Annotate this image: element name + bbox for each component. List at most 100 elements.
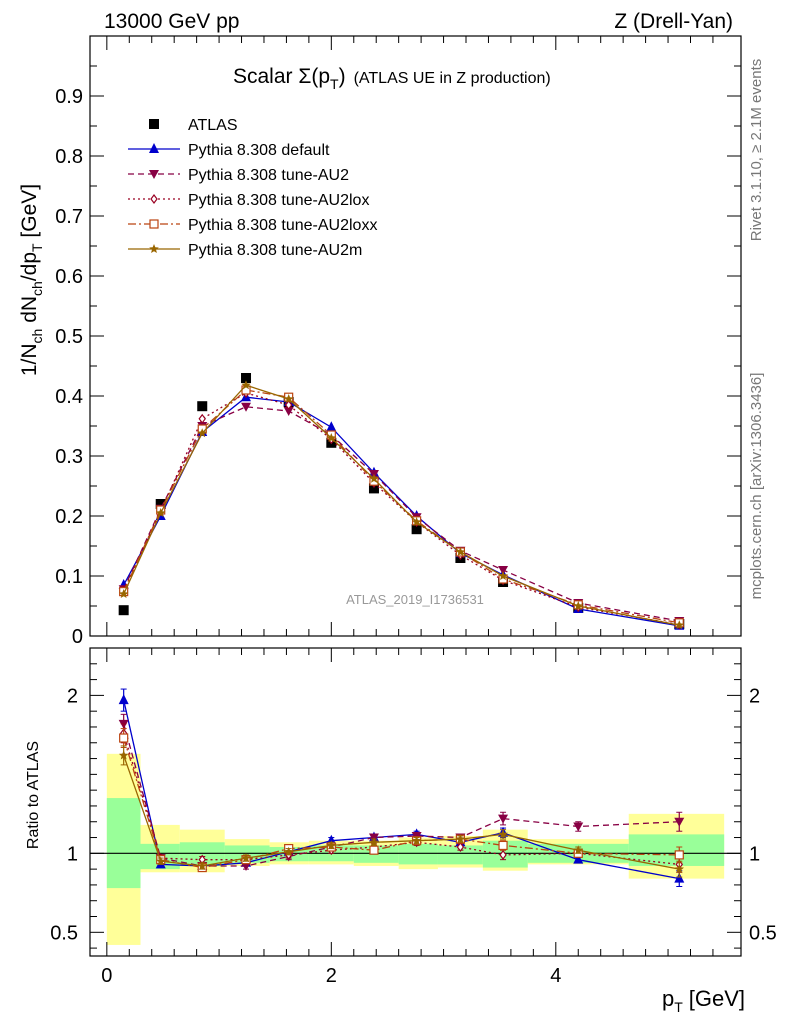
main-data-point <box>156 508 166 517</box>
legend-marker <box>149 143 159 153</box>
ratio-plot-frame <box>89 647 742 957</box>
main-y-tick-label: 0.1 <box>55 566 83 588</box>
main-data-point <box>155 499 166 509</box>
main-data-point <box>498 566 509 575</box>
legend-marker <box>149 244 159 253</box>
ratio-data-point <box>498 829 508 839</box>
legend-entry-2: Pythia 8.308 tune-AU2 <box>128 167 349 184</box>
ratio-data-point <box>573 853 584 864</box>
ratio-series-line <box>123 755 680 870</box>
main-y-tick-label: 0.6 <box>55 266 83 288</box>
main-series-line <box>123 384 680 626</box>
ratio-data-point <box>674 817 685 827</box>
legend-entry-0: ATLAS <box>149 117 238 134</box>
ratio-series-line <box>123 733 680 866</box>
ratio-data-point <box>573 845 583 855</box>
main-data-point <box>326 433 337 442</box>
ratio-band-inner <box>106 798 141 889</box>
main-data-point <box>368 483 379 494</box>
ratio-data-point <box>119 733 129 743</box>
ratio-y-tick-label-right: 2 <box>749 685 760 707</box>
mcplots-label: mcplots.cern.ch [arXiv:1306.3436] <box>748 373 765 600</box>
main-data-point <box>284 400 293 410</box>
legend-entry-1: Pythia 8.308 default <box>128 142 330 159</box>
ratio-data-point <box>156 856 166 866</box>
main-series-line <box>123 392 680 626</box>
x-axis-label: pT [GeV] <box>662 986 745 1015</box>
main-y-tick-label: 0.9 <box>55 86 83 108</box>
main-data-point <box>198 413 206 424</box>
legend-marker <box>149 170 159 179</box>
main-y-tick-label: 0.4 <box>55 386 83 408</box>
ratio-band-inner <box>398 843 438 865</box>
ratio-data-point <box>456 842 465 853</box>
ratio-data-point <box>283 846 294 856</box>
ratio-band-inner <box>437 845 483 865</box>
legend-entry-5: Pythia 8.308 tune-AU2m <box>128 242 362 259</box>
ratio-data-point <box>674 850 684 860</box>
ratio-data-point <box>498 814 509 824</box>
ratio-data-point <box>499 849 507 860</box>
main-y-axis-label: 1/Nch dNch/dpT [GeV] <box>18 184 45 376</box>
legend-label: Pythia 8.308 tune-AU2 <box>188 167 349 184</box>
main-data-point <box>455 547 466 556</box>
ratio-series-5 <box>118 745 684 878</box>
main-data-point <box>283 407 294 416</box>
x-tick-label: 2 <box>326 965 337 987</box>
main-y-tick-label: 0.7 <box>55 206 83 228</box>
x-tick-label: 0 <box>101 965 112 987</box>
ratio-data-point <box>241 853 251 863</box>
ratio-data-point <box>674 864 684 874</box>
ratio-uncertainty-bands <box>90 753 741 945</box>
legend-marker <box>149 219 159 229</box>
main-data-point <box>498 571 508 580</box>
legend-marker <box>150 194 158 204</box>
ratio-data-point <box>118 694 129 705</box>
ratio-plot-series <box>118 688 685 888</box>
chart-title: Scalar Σ(pT) (ATLAS UE in Z production) <box>233 65 551 92</box>
ratio-y-tick-label-left: 2 <box>67 685 78 707</box>
main-plot-series <box>118 373 685 630</box>
x-tick-label: 4 <box>550 965 561 987</box>
main-y-tick-label: 0.2 <box>55 506 83 528</box>
ratio-y-tick-label-left: 1 <box>67 843 78 865</box>
ratio-y-tick-label-right: 1 <box>749 843 760 865</box>
ratio-series-line <box>123 737 680 869</box>
main-y-tick-label: 0 <box>72 626 83 648</box>
main-data-point <box>241 373 252 383</box>
ratio-band-inner <box>224 845 270 863</box>
legend-label: Pythia 8.308 tune-AU2loxx <box>188 217 377 234</box>
legend: ATLAS Pythia 8.308 default Pythia 8.308 tu… <box>128 117 377 259</box>
main-data-point <box>197 428 207 438</box>
rivet-version-label: Rivet 3.1.10, ≥ 2.1M events <box>748 59 765 242</box>
main-data-point <box>283 394 294 403</box>
ratio-y-axis-label: Ratio to ATLAS <box>25 741 42 849</box>
ratio-band-inner <box>179 842 225 866</box>
ratio-data-point <box>573 822 584 832</box>
main-data-point <box>674 620 684 630</box>
legend-label: Pythia 8.308 tune-AU2m <box>188 242 362 259</box>
legend-entry-4: Pythia 8.308 tune-AU2loxx <box>128 217 377 234</box>
ratio-data-point <box>498 840 508 851</box>
ratio-y-tick-label-left: 0.5 <box>50 922 78 944</box>
ratio-data-point <box>369 837 379 847</box>
main-data-point <box>326 421 337 432</box>
ratio-data-point <box>197 861 207 870</box>
main-data-point <box>241 402 252 412</box>
main-y-tick-label: 0.8 <box>55 146 83 168</box>
ratio-data-point <box>674 872 685 883</box>
legend-marker <box>149 119 159 129</box>
main-data-point <box>197 401 208 412</box>
analysis-watermark: ATLAS_2019_I1736531 <box>346 592 484 607</box>
main-data-point <box>573 601 583 610</box>
legend-label: Pythia 8.308 default <box>188 142 330 159</box>
header-process-label: Z (Drell-Yan) <box>614 10 733 33</box>
legend-label: Pythia 8.308 tune-AU2lox <box>188 192 369 209</box>
main-data-point <box>241 380 251 390</box>
main-data-point <box>411 524 422 535</box>
axes: 0 2 4 0 0.1 0.2 0.3 0.4 0.5 0.6 0.7 0.8 0.9 0.5 0.5 1 1 2… <box>50 35 777 987</box>
ratio-data-point <box>369 845 379 855</box>
ratio-data-point <box>411 835 422 845</box>
main-y-tick-label: 0.5 <box>55 326 83 348</box>
